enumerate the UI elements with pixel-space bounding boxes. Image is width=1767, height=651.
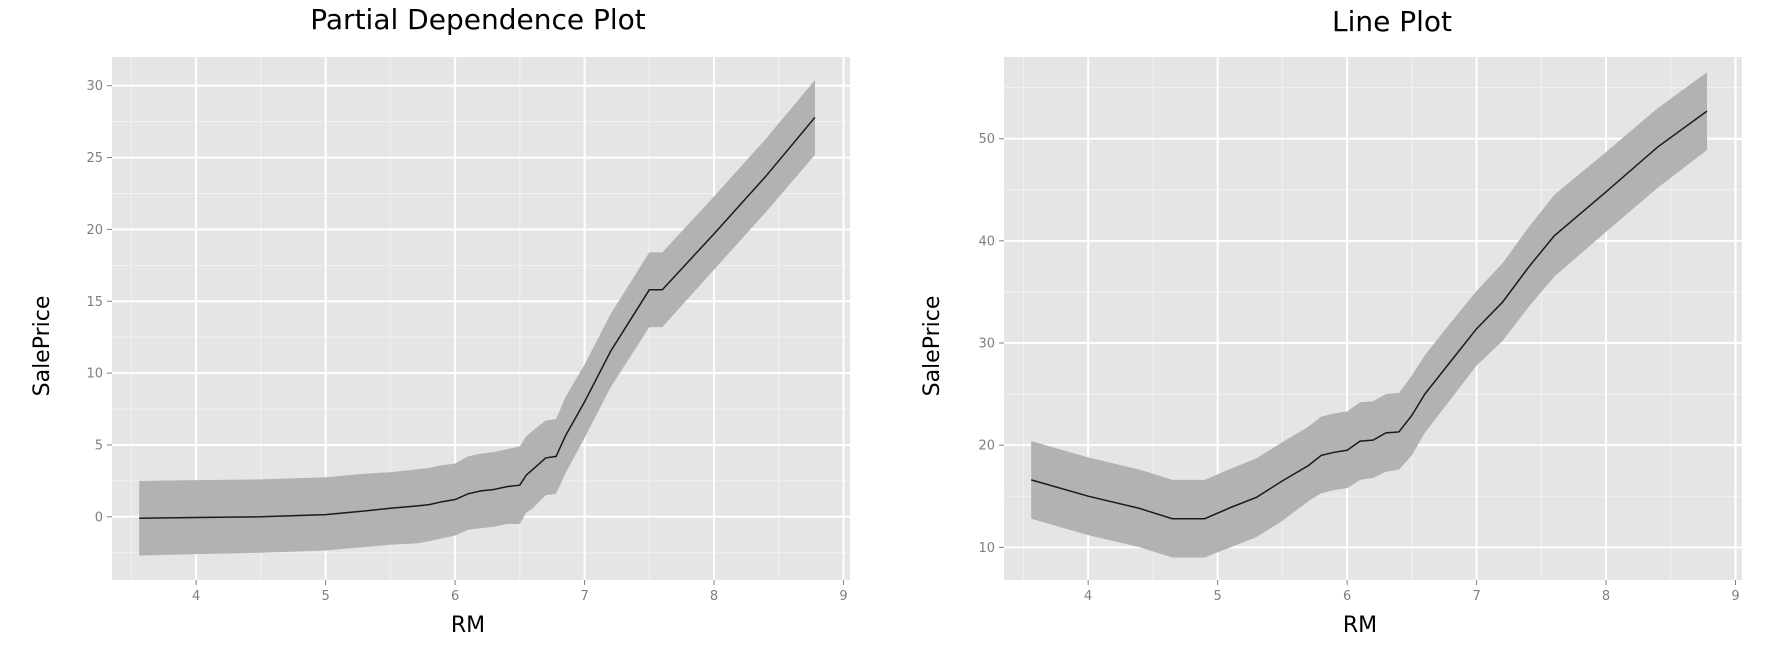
y-tick-label: 20	[978, 439, 995, 454]
x-tick-label: 8	[1602, 589, 1610, 604]
x-tick-label: 5	[321, 589, 329, 604]
x-tick-label: 5	[1213, 589, 1221, 604]
y-tick-label: 10	[86, 367, 103, 382]
y-tick-label: 15	[86, 295, 103, 310]
y-tick-label: 40	[978, 234, 995, 249]
chart-title: Partial Dependence Plot	[310, 3, 645, 36]
chart-line-plot: Line Plot 4 5 6 7 8 9 10 20 30 40 50 RM SalePrice	[920, 5, 1742, 638]
series-line	[139, 116, 816, 519]
x-tick-label: 7	[1472, 589, 1480, 604]
x-tick-label: 6	[451, 589, 459, 604]
y-tick-label: 25	[86, 151, 103, 166]
x-tick-label: 4	[1084, 589, 1092, 604]
confidence-band	[139, 80, 815, 556]
y-tick-label: 30	[978, 337, 995, 352]
x-tick-label: 9	[1731, 589, 1739, 604]
series-line	[1030, 110, 1708, 520]
y-tick-label: 50	[978, 132, 995, 147]
y-tick-label: 10	[978, 541, 995, 556]
y-tick-label: 20	[86, 223, 103, 238]
x-tick-label: 8	[710, 589, 718, 604]
x-tick-label: 7	[580, 589, 588, 604]
y-axis-ticks: 10 20 30 40 50	[978, 132, 1004, 556]
x-tick-label: 6	[1343, 589, 1351, 604]
chart-title: Line Plot	[1332, 5, 1452, 38]
x-axis-ticks: 4 5 6 7 8 9	[192, 580, 848, 604]
y-tick-label: 0	[95, 510, 103, 525]
y-axis-label: SalePrice	[920, 296, 945, 397]
x-tick-label: 9	[839, 589, 847, 604]
x-axis-label: RM	[451, 613, 485, 638]
chart-partial-dependence: Partial Dependence Plot 4 5 6 7 8 9 0 5 10 15 20 2…	[30, 3, 850, 638]
confidence-band	[1031, 72, 1707, 558]
y-axis-label: SalePrice	[30, 296, 55, 397]
y-tick-label: 5	[95, 438, 103, 453]
x-axis-ticks: 4 5 6 7 8 9	[1084, 580, 1740, 604]
x-tick-label: 4	[192, 589, 200, 604]
y-tick-label: 30	[86, 79, 103, 94]
y-axis-ticks: 0 5 10 15 20 25 30	[86, 79, 112, 525]
x-axis-label: RM	[1343, 613, 1377, 638]
